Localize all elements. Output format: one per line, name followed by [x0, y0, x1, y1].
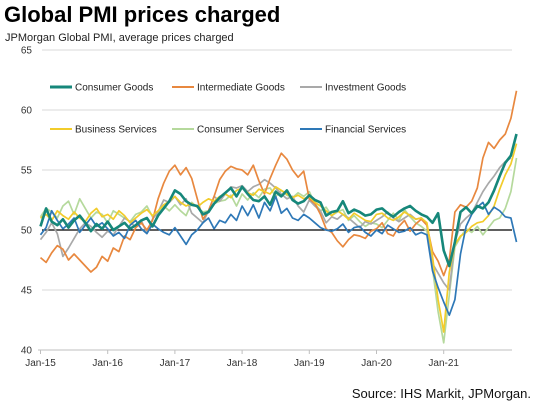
- y-tick-label: 55: [21, 166, 33, 177]
- series-lines: [39, 90, 518, 344]
- series-line-business-services: [40, 143, 518, 333]
- y-tick-label: 65: [21, 46, 33, 57]
- x-tick-label: Jan-15: [25, 358, 56, 369]
- y-tick-label: 45: [21, 286, 33, 297]
- series-line-consumer-goods: [39, 133, 518, 268]
- series-line-financial-services: [39, 195, 518, 317]
- legend-label-intermediate-goods: Intermediate Goods: [197, 83, 285, 94]
- source-note: Source: IHS Markit, JPMorgan.: [351, 386, 531, 401]
- y-axis: 40 45 50 55 60 65: [21, 46, 33, 357]
- y-tick-label: 50: [21, 226, 33, 237]
- x-tick-label: Jan-18: [227, 358, 258, 369]
- legend-label-investment-goods: Investment Goods: [325, 83, 406, 94]
- legend-label-consumer-services: Consumer Services: [197, 125, 284, 136]
- legend: Consumer Goods Intermediate Goods Investme…: [50, 83, 406, 136]
- x-tick-label: Jan-19: [294, 358, 325, 369]
- legend-label-consumer-goods: Consumer Goods: [75, 83, 153, 94]
- y-tick-label: 40: [21, 346, 33, 357]
- y-tick-label: 60: [21, 106, 33, 117]
- x-axis: Jan-15 Jan-16 Jan-17 Jan-18 Jan-19 Jan-20 Jan-…: [25, 349, 512, 369]
- x-tick-label: Jan-16: [92, 358, 123, 369]
- chart-subtitle: JPMorgan Global PMI, average prices char…: [5, 32, 234, 44]
- x-tick-label: Jan-21: [428, 358, 459, 369]
- x-tick-label: Jan-20: [361, 358, 392, 369]
- legend-label-business-services: Business Services: [75, 125, 157, 136]
- x-tick-label: Jan-17: [160, 358, 191, 369]
- legend-label-financial-services: Financial Services: [325, 125, 406, 136]
- chart-title: Global PMI prices charged: [4, 2, 281, 27]
- series-line-intermediate-goods: [39, 90, 518, 277]
